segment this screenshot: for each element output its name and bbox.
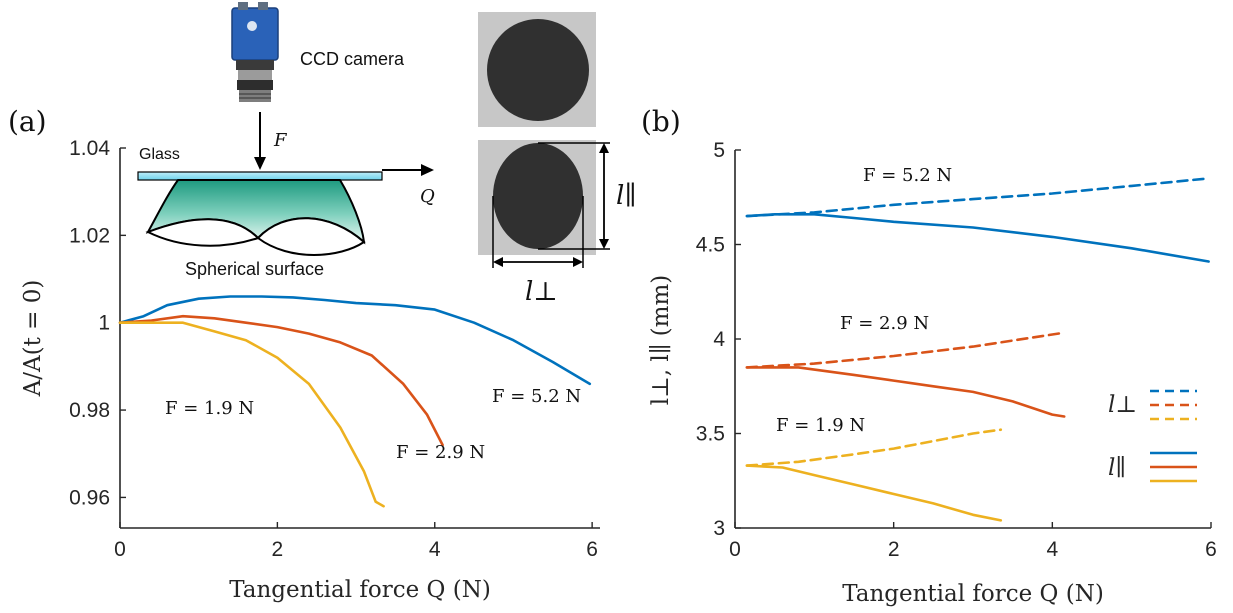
annotation-a-f52: F = 5.2 N [492,386,581,407]
panel-b-series-5 [745,464,1003,522]
tangential-arrowhead [421,164,434,176]
lens-bottom-left [145,218,260,247]
panel-a-xtick-label: 6 [586,538,598,561]
surface-label: Spherical surface [185,259,324,279]
panel-b-xtick-label: 4 [1046,538,1058,561]
force-arrowhead [254,157,266,170]
panel-b-ytick-label: 3.5 [696,423,725,446]
panel-b-ytick-label: 4 [713,328,725,351]
legend-lpar-label: l∥ [1108,455,1126,481]
setup-inset: CCD camera F Glass Q Spherical surface [137,2,435,279]
panel-b-label: (b) [641,105,681,138]
tangential-label: Q [420,186,435,207]
lens-bottom [256,217,366,256]
panel-b-series-0 [745,177,1210,218]
camera-label: CCD camera [300,49,405,69]
glass-label: Glass [139,146,180,163]
panel-a-series-0 [118,295,592,386]
panel-a-ytick-label: 0.96 [69,486,110,509]
camera-icon [231,2,279,102]
panel-b-xtick-label: 6 [1205,538,1217,561]
panel-a-series-2 [118,321,385,508]
legend: l⊥ l∥ [1108,389,1197,483]
panel-a-label: (a) [8,105,47,138]
panel-b-series-1 [745,213,1210,263]
panel-b-series-3 [745,366,1066,418]
panel-b-ytick-label: 5 [713,139,725,162]
annotation-b-f19: F = 1.9 N [776,415,865,436]
panel-b-series-2 [745,332,1062,369]
contact-disk-top [487,19,589,121]
panel-b-axes [734,150,1211,529]
annotation-a-f29: F = 2.9 N [396,442,485,463]
panel-a-xlabel: Tangential force Q (N) [229,577,491,603]
panel-a-ytick-label: 1 [98,312,110,335]
panel-b-ylabel: l⊥, l∥ (mm) [648,275,674,405]
panel-a-xtick-label: 0 [114,538,126,561]
panel-b-ytick-label: 3 [713,517,725,540]
panel-a-ytick-label: 1.04 [69,137,110,160]
legend-lperp-label: l⊥ [1108,392,1137,418]
lpar-label: l∥ [616,181,636,211]
panel-b-xlabel: Tangential force Q (N) [842,581,1104,607]
panel-a-ytick-label: 1.02 [69,224,110,247]
panel-b-ytick-label: 4.5 [696,234,725,257]
glass-plate [137,171,383,181]
panel-a-ylabel: A/A(t = 0) [20,280,46,398]
panel-a-series-1 [118,314,444,447]
annotation-b-f29: F = 2.9 N [840,313,929,334]
annotation-a-f19: F = 1.9 N [165,398,254,419]
annotation-b-f52: F = 5.2 N [863,165,952,186]
contact-images: l∥ l⊥ [478,12,636,307]
panel-b-xtick-label: 0 [729,538,741,561]
panel-a-axes [119,148,600,529]
panel-a-ytick-label: 0.98 [69,399,110,422]
panel-b-series-4 [745,428,1003,467]
panel-b-xtick-label: 2 [888,538,900,561]
panel-a-xtick-label: 4 [429,538,441,561]
panel-a-xtick-label: 2 [272,538,284,561]
lperp-label: l⊥ [525,277,558,307]
force-label: F [273,130,288,151]
contact-disk-bottom [493,143,583,249]
